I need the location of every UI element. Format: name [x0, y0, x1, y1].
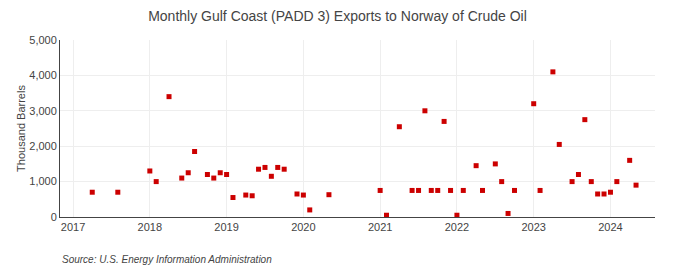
svg-text:Thousand Barrels: Thousand Barrels: [15, 85, 27, 172]
svg-text:5,000: 5,000: [29, 34, 57, 46]
svg-text:2018: 2018: [138, 221, 162, 233]
svg-text:2,000: 2,000: [29, 140, 57, 152]
svg-text:3,000: 3,000: [29, 105, 57, 117]
svg-text:2023: 2023: [521, 221, 545, 233]
svg-text:2021: 2021: [368, 221, 392, 233]
svg-text:Monthly Gulf Coast (PADD 3) Ex: Monthly Gulf Coast (PADD 3) Exports to N…: [148, 8, 527, 24]
svg-text:1,000: 1,000: [29, 175, 57, 187]
svg-text:2017: 2017: [61, 221, 85, 233]
svg-text:Source: U.S. Energy Informatio: Source: U.S. Energy Information Administ…: [62, 254, 272, 265]
svg-text:4,000: 4,000: [29, 69, 57, 81]
svg-text:2024: 2024: [598, 221, 622, 233]
svg-text:0: 0: [51, 211, 57, 223]
svg-text:2019: 2019: [214, 221, 238, 233]
svg-text:2022: 2022: [445, 221, 469, 233]
svg-text:2020: 2020: [291, 221, 315, 233]
